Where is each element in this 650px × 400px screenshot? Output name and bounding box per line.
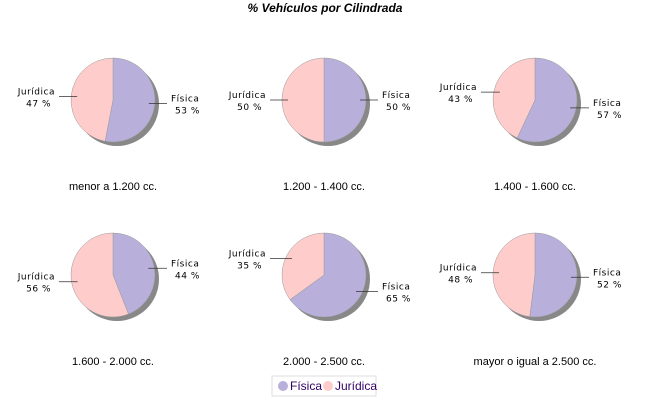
pie-3: Física 57 % Jurídica 43 % 1.400 - 1.600 cc. [439,57,622,193]
chart-title: % Vehículos por Cilindrada [248,1,403,15]
slice-label-value: 43 % [448,95,473,105]
pie-category-label: 1.200 - 1.400 cc. [283,181,365,193]
legend-swatch-juridica [323,381,333,391]
legend-label-juridica: Jurídica [335,379,377,393]
pie-slice-juridica [70,232,129,318]
slice-label-value: 50 % [237,103,262,113]
pie-category-label: mayor o igual a 2.500 cc. [474,356,597,368]
pie-category-label: 1.400 - 1.600 cc. [494,181,576,193]
pie-slice-juridica [492,232,536,317]
slice-label-value: 47 % [26,100,51,110]
slice-label-name: Física [593,268,621,278]
pie-1: Física 53 % Jurídica 47 % menor a 1.200 cc. [17,57,200,193]
slice-label-name: Jurídica [228,250,266,260]
pie-5: Física 65 % Jurídica 35 % 2.000 - 2.500 cc. [228,232,411,368]
slice-label-value: 57 % [597,111,622,121]
slice-label-value: 44 % [175,271,200,281]
pie-6: Física 52 % Jurídica 48 % mayor o igual a 2.… [439,232,622,368]
slice-label-value: 53 % [175,106,200,116]
slice-label-name: Física [382,91,410,101]
slice-label-name: Física [171,94,199,104]
pie-slice-fisica [289,232,367,318]
slice-label-name: Jurídica [17,273,55,283]
pie-category-label: 2.000 - 2.500 cc. [283,356,365,368]
pie-category-label: 1.600 - 2.000 cc. [72,356,154,368]
pie-slice-juridica [492,57,536,139]
slice-label-name: Jurídica [439,83,477,93]
slice-label-name: Jurídica [17,88,55,98]
pie-2: Física 50 % Jurídica 50 % 1.200 - 1.400 cc. [228,57,411,193]
pie-slice-fisica [516,57,578,143]
slice-label-value: 56 % [26,285,51,295]
slice-label-name: Jurídica [439,264,477,274]
slice-label-name: Jurídica [228,91,266,101]
legend: Física Jurídica [271,375,377,397]
pie-category-label: menor a 1.200 cc. [69,181,157,193]
slice-label-value: 65 % [386,294,411,304]
pie-slice-juridica [281,232,325,301]
slice-label-name: Física [171,259,199,269]
slice-label-value: 52 % [597,280,622,290]
pie-slice-juridica [70,57,114,142]
slice-label-name: Física [593,99,621,109]
slice-label-value: 50 % [386,103,411,113]
legend-label-fisica: Física [290,379,322,393]
slice-label-name: Física [382,282,410,292]
legend-swatch-fisica [278,381,288,391]
pie-slice-fisica [112,232,156,315]
pie-slice-fisica [104,57,156,143]
slice-label-value: 48 % [448,276,473,286]
slice-label-value: 35 % [237,262,262,272]
pie-4: Física 44 % Jurídica 56 % 1.600 - 2.000 cc. [17,232,200,368]
pie-slice-juridica [281,57,325,143]
